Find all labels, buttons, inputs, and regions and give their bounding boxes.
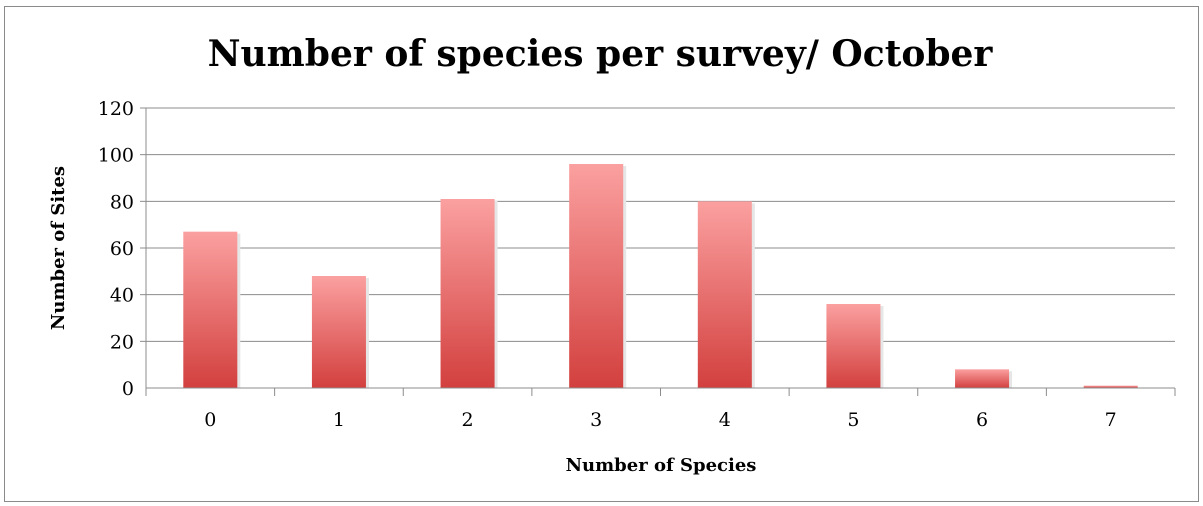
x-tick-label: 4 — [719, 409, 731, 431]
bar-6 — [955, 369, 1010, 388]
x-tick-label: 0 — [204, 409, 216, 431]
bar-3 — [569, 164, 624, 388]
x-tick-label: 2 — [462, 409, 474, 431]
x-tick-labels: 0 1 2 3 4 5 6 7 — [204, 409, 1116, 431]
y-tick-label: 120 — [98, 98, 134, 120]
x-tick-label: 7 — [1105, 409, 1117, 431]
gridlines — [146, 107, 1175, 342]
bar-5 — [826, 304, 881, 388]
y-tick-label: 20 — [110, 331, 134, 353]
x-tick-label: 5 — [847, 409, 859, 431]
bar-0 — [183, 231, 238, 388]
y-axis-label: Number of Sites — [48, 166, 69, 330]
x-tick-label: 6 — [976, 409, 988, 431]
y-tick-label: 80 — [110, 191, 134, 213]
chart-title: Number of species per survey/ October — [208, 33, 994, 75]
axes — [140, 107, 1176, 396]
x-axis-label: Number of Species — [566, 455, 757, 476]
y-tick-label: 40 — [110, 285, 134, 307]
y-tick-labels: 0 20 40 60 80 100 120 — [98, 98, 134, 400]
y-tick-label: 0 — [122, 378, 134, 400]
bar-7 — [1083, 385, 1138, 388]
x-tick-label: 1 — [333, 409, 345, 431]
bar-2 — [440, 199, 495, 388]
bars — [183, 164, 1141, 388]
bar-1 — [311, 276, 366, 388]
x-tick-label: 3 — [590, 409, 602, 431]
y-tick-label: 100 — [98, 145, 134, 167]
bar-4 — [697, 201, 752, 388]
y-tick-label: 60 — [110, 238, 134, 260]
